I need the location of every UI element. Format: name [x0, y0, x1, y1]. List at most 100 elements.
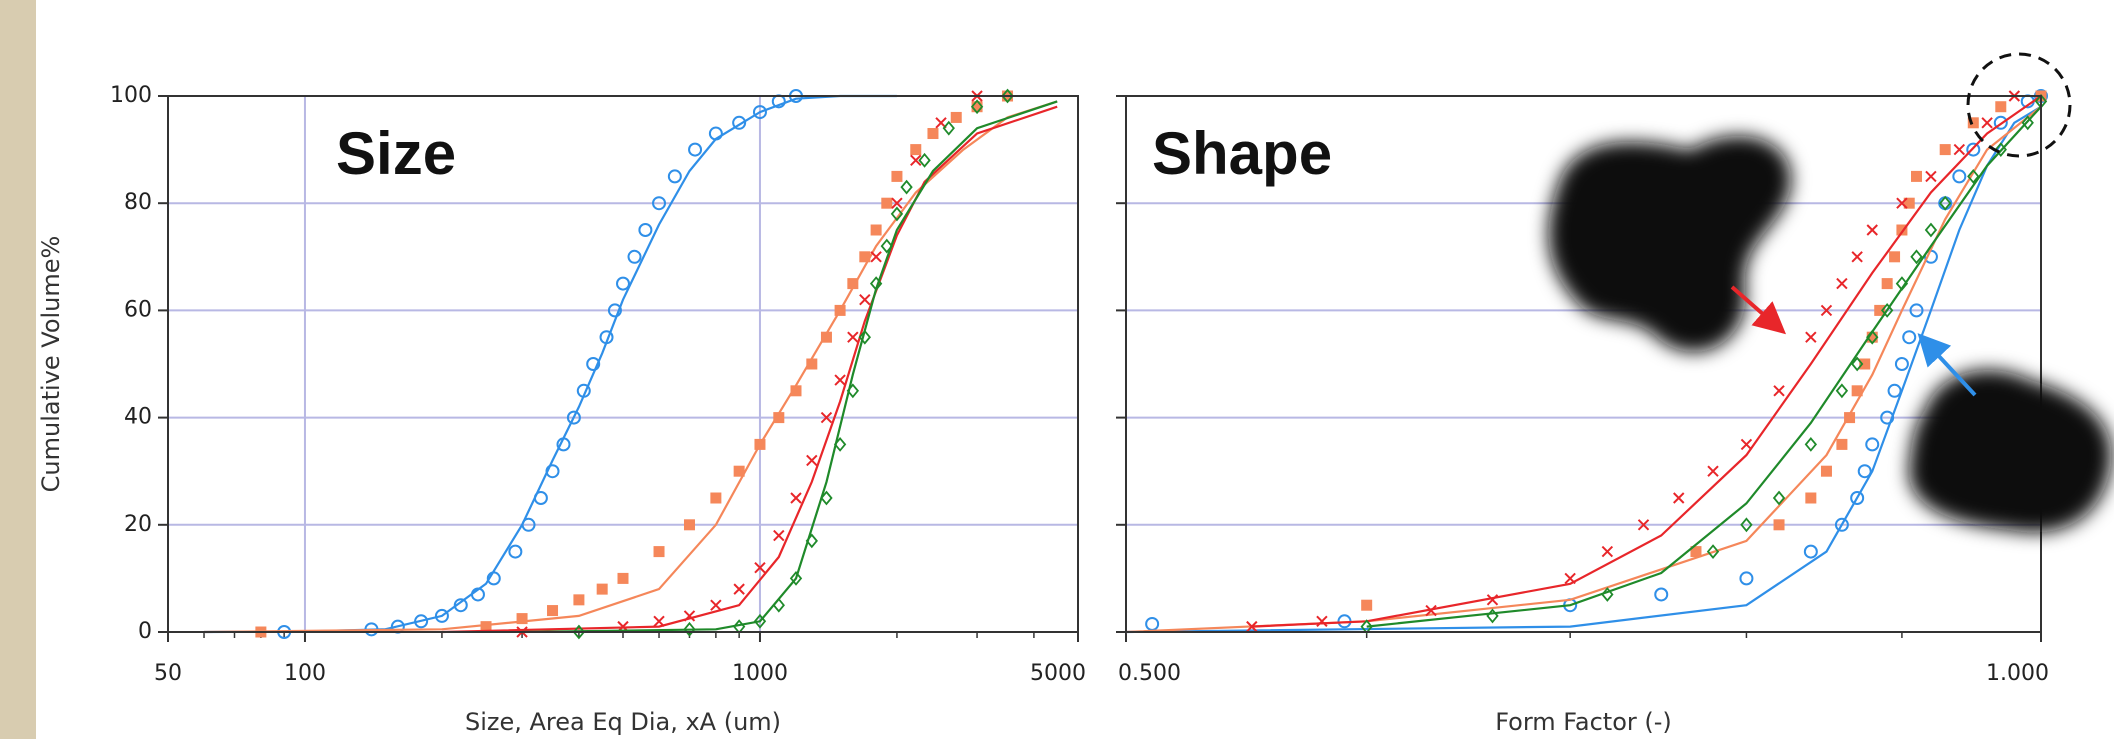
marker	[1880, 302, 1894, 318]
marker	[710, 492, 722, 504]
x-tick-label: 100	[284, 661, 326, 686]
marker	[847, 331, 859, 343]
marker	[638, 223, 653, 237]
marker	[617, 572, 629, 584]
marker	[547, 605, 559, 617]
arrow	[1730, 285, 1787, 335]
marker	[1820, 304, 1833, 317]
marker	[1925, 170, 1937, 183]
side-border	[0, 0, 36, 739]
marker	[1859, 358, 1871, 370]
marker	[566, 410, 581, 425]
marker	[1001, 88, 1014, 104]
marker	[772, 597, 785, 613]
annotation: Size	[336, 120, 456, 187]
marker	[805, 533, 818, 549]
marker	[1894, 357, 1909, 371]
marker	[970, 99, 984, 115]
marker	[869, 276, 883, 292]
marker	[653, 615, 665, 627]
y-tick-label: 60	[124, 297, 152, 322]
marker	[1953, 143, 1966, 156]
marker	[880, 238, 893, 254]
marker	[1967, 117, 1979, 129]
marker	[754, 561, 766, 574]
fit-line	[203, 94, 897, 634]
marker	[516, 613, 528, 625]
marker	[806, 454, 818, 467]
particle-irregular	[1548, 135, 1792, 352]
marker	[1866, 224, 1878, 236]
marker	[891, 170, 903, 182]
fit-line	[1251, 95, 2042, 628]
marker	[806, 358, 818, 370]
marker	[733, 465, 745, 477]
marker	[556, 437, 571, 452]
plot-frame	[1125, 95, 2042, 633]
marker	[773, 529, 785, 542]
marker	[733, 583, 745, 595]
marker	[927, 128, 939, 140]
marker	[820, 411, 833, 424]
x-axis-label: Size, Area Eq Dia, xA (um)	[465, 708, 781, 736]
marker	[1706, 544, 1720, 560]
marker	[789, 570, 803, 586]
marker	[890, 206, 904, 222]
marker	[1805, 331, 1817, 343]
marker	[2021, 115, 2034, 131]
marker	[683, 621, 696, 637]
marker	[1564, 572, 1576, 585]
fit-line	[203, 100, 1058, 634]
marker	[1772, 490, 1786, 506]
marker	[753, 613, 767, 629]
marker	[1773, 385, 1785, 397]
marker	[1145, 616, 1160, 631]
marker	[1851, 385, 1863, 397]
marker	[1952, 169, 1967, 184]
highlight-circle	[1966, 52, 2072, 158]
plot-frame	[167, 95, 1079, 633]
marker	[586, 357, 601, 371]
marker	[1486, 608, 1499, 624]
y-tick-label: 40	[124, 405, 152, 430]
x-tick-label: 5000	[1030, 661, 1086, 686]
marker	[470, 587, 485, 602]
marker	[790, 385, 802, 397]
marker	[1361, 599, 1373, 611]
marker	[1866, 331, 1878, 343]
marker	[732, 115, 747, 130]
marker	[683, 610, 696, 622]
marker	[1804, 436, 1818, 452]
y-tick-label: 100	[110, 83, 152, 108]
marker	[754, 438, 766, 450]
marker	[859, 251, 871, 263]
x-tick-label: 50	[154, 661, 182, 686]
marker	[1865, 437, 1880, 452]
marker	[1820, 465, 1832, 477]
fit-line	[441, 105, 1058, 634]
marker	[1836, 438, 1848, 450]
marker	[1654, 587, 1669, 602]
marker	[1834, 517, 1849, 532]
marker	[627, 249, 642, 264]
marker	[1939, 195, 1952, 211]
marker	[521, 517, 536, 532]
marker	[1994, 142, 2007, 158]
marker	[1995, 101, 2007, 113]
marker	[1874, 304, 1886, 316]
marker	[1966, 142, 1981, 157]
marker	[1773, 519, 1785, 531]
marker	[1850, 356, 1864, 372]
marker	[1903, 197, 1915, 209]
marker	[1902, 330, 1917, 345]
marker	[1486, 594, 1499, 606]
marker	[942, 120, 955, 136]
marker	[533, 491, 548, 505]
marker	[1425, 604, 1437, 617]
marker	[971, 101, 983, 113]
marker	[870, 224, 882, 236]
marker	[1601, 545, 1614, 558]
marker	[1316, 615, 1328, 627]
marker	[652, 196, 667, 211]
marker	[710, 599, 722, 611]
